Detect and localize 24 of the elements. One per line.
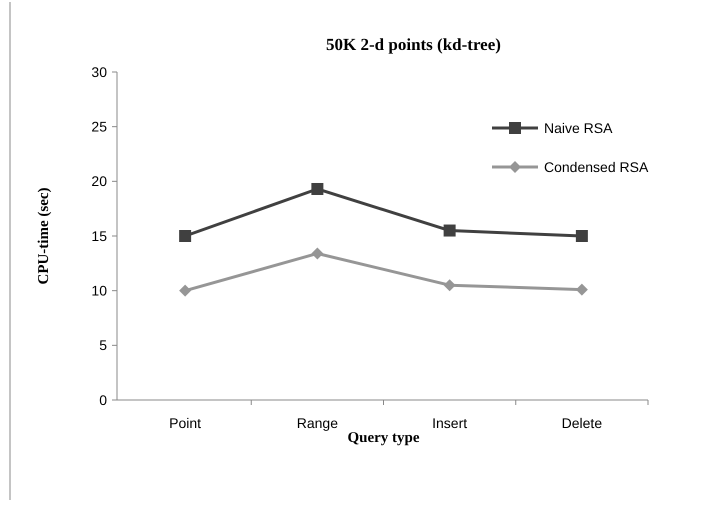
point bbox=[179, 284, 192, 297]
point bbox=[444, 279, 456, 292]
x-tick-label: Insert bbox=[432, 415, 468, 431]
x-tick-label: Range bbox=[296, 415, 338, 431]
y-tick-label: 10 bbox=[91, 282, 108, 299]
y-tick-label: 30 bbox=[91, 64, 108, 80]
y-axis-title: CPU-time (sec) bbox=[36, 187, 52, 285]
y-tick-label: 0 bbox=[99, 392, 108, 408]
point bbox=[576, 284, 588, 296]
y-tick-label: 25 bbox=[91, 118, 108, 135]
x-tick-label: Delete bbox=[562, 415, 602, 431]
point bbox=[576, 230, 588, 242]
point bbox=[311, 182, 324, 195]
point bbox=[179, 230, 192, 242]
x-tick-label: Point bbox=[169, 415, 202, 431]
legend-label: Naive RSA bbox=[544, 120, 614, 136]
chart-title: 50K 2-d points (kd-tree) bbox=[326, 35, 501, 54]
y-tick-label: 20 bbox=[91, 173, 108, 190]
legend-label: Condensed RSA bbox=[544, 158, 649, 175]
point bbox=[311, 247, 324, 260]
y-tick-label: 5 bbox=[99, 337, 108, 354]
y-tick-label: 15 bbox=[91, 228, 108, 244]
point bbox=[444, 224, 456, 237]
x-axis-title: Query type bbox=[347, 430, 420, 446]
